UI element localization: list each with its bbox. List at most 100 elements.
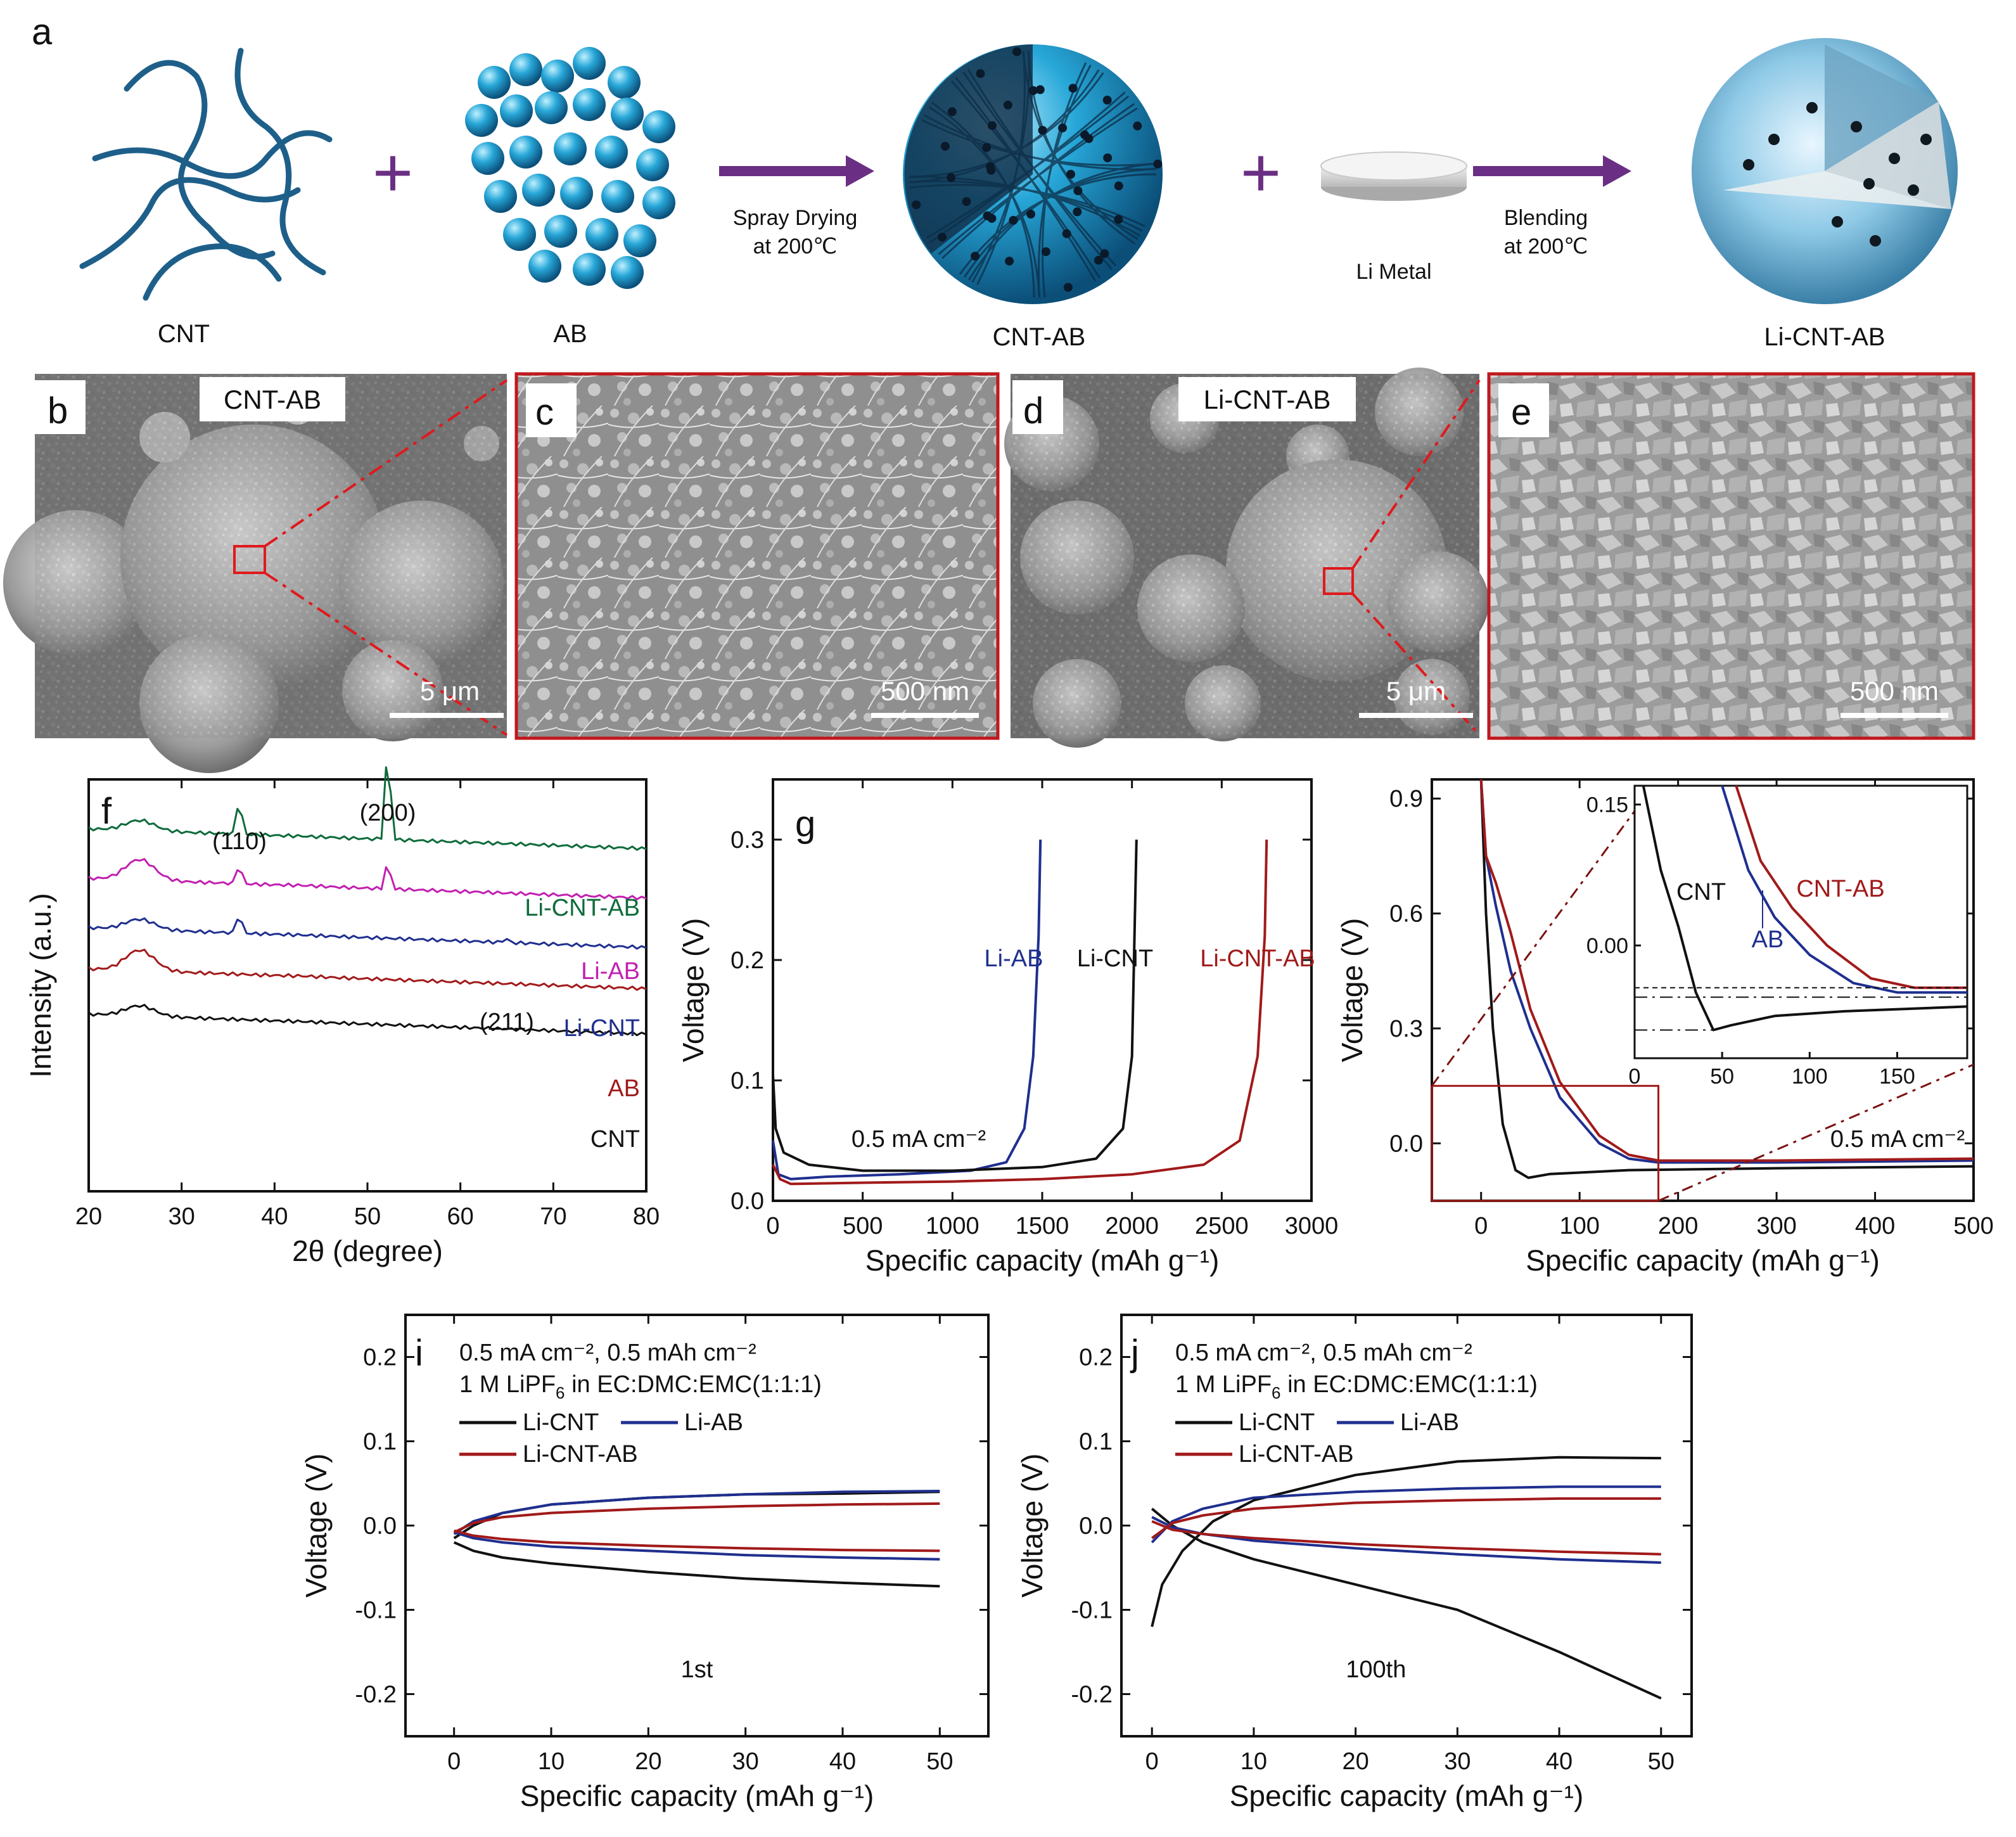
cycle-label: 100th (1346, 1656, 1406, 1683)
x-axis-title: Specific capacity (mAh g⁻¹) (1526, 1244, 1880, 1277)
ab-particle (1035, 85, 1045, 94)
ab-particle (1114, 181, 1123, 191)
li-particle (1806, 102, 1818, 113)
chart-f: 20 30 40 50 60 70 80 2θ (degree) Intensity (a.u.… (24, 766, 660, 1267)
ab-particle (1066, 170, 1075, 179)
y-tick-label: 0.0 (730, 1188, 764, 1215)
scale-bar-c (871, 713, 979, 718)
y-tick-label: -0.1 (1071, 1597, 1113, 1624)
ab-sphere (478, 66, 511, 99)
zoom-box-b (233, 545, 266, 574)
x-tick-label: 50 (926, 1748, 953, 1775)
legend-label: Li-CNT (523, 1409, 599, 1436)
ab-sphere (528, 250, 561, 283)
panel-b: CNT-AB b 5 μm (3, 374, 508, 773)
ab-sphere (623, 224, 656, 257)
ab-particle (1073, 207, 1082, 217)
zoom-guide (1657, 1063, 1974, 1202)
x-axis-title: Specific capacity (mAh g⁻¹) (865, 1244, 1220, 1277)
scale-label-e: 500 nm (1850, 676, 1939, 706)
discharge-curve-li-cnt-ab (1151, 1520, 1661, 1556)
x-tick-label: 300 (1756, 1213, 1796, 1239)
inset-x-tick-label: 100 (1792, 1065, 1828, 1089)
charge-curve-li-ab (1151, 1485, 1661, 1544)
y-tick-label: 0.3 (730, 827, 764, 854)
inset-label-cnt: CNT (1676, 879, 1726, 906)
x-tick-label: 20 (635, 1748, 661, 1775)
ab-particle (986, 165, 996, 175)
ab-label: AB (553, 320, 587, 348)
plot-frame (1431, 778, 1975, 1202)
panel-letter-a: a (32, 11, 53, 53)
cnt-fiber (941, 103, 1135, 259)
ab-particle (912, 200, 921, 210)
li-particle (1908, 184, 1919, 196)
li-metal-disc (1320, 151, 1467, 201)
ab-particle (1114, 215, 1123, 224)
x-tick-label: 50 (1648, 1748, 1675, 1775)
ab-particle (940, 141, 950, 151)
x-tick-label: 500 (1953, 1213, 1993, 1239)
y-axis-title: Intensity (a.u.) (24, 893, 57, 1077)
x-tick-label: 80 (633, 1203, 660, 1230)
x-tick-label: 10 (538, 1748, 565, 1775)
inset-frame (1633, 784, 1968, 1059)
li-particle (1768, 134, 1780, 145)
y-tick-label: 0.2 (730, 947, 764, 974)
x-axis-title: Specific capacity (mAh g⁻¹) (520, 1779, 874, 1812)
panel-letter-i: i (415, 1333, 423, 1374)
current-density-annotation: 0.5 mA cm⁻² (852, 1126, 986, 1153)
chart-i: 0 10 20 30 40 50 -0.2 -0.1 0.0 0.1 0.2 Specific cap… (300, 1314, 990, 1812)
plus-sign-1: + (373, 134, 413, 212)
ab-particle (947, 173, 956, 182)
ab-sphere (465, 104, 498, 137)
ab-illustration (465, 47, 675, 289)
legend-label: Li-AB (1400, 1409, 1459, 1436)
inset-y-tick-label: 0.00 (1586, 934, 1628, 958)
x-tick-label: 10 (1241, 1748, 1267, 1775)
ab-particle (1073, 186, 1083, 196)
scale-bar-d (1359, 713, 1473, 718)
cnt-label: CNT (158, 320, 210, 348)
ab-particle (1003, 100, 1012, 110)
inset-x-tick-label: 50 (1710, 1065, 1734, 1089)
y-tick-label: 0.1 (730, 1068, 764, 1094)
ab-sphere (642, 110, 675, 143)
li-particle (1870, 235, 1881, 246)
discharge-curve-li-ab (454, 1531, 940, 1561)
ab-sphere (503, 218, 536, 251)
x-tick-label: 0 (1145, 1748, 1159, 1775)
cnt-fiber (921, 118, 1156, 167)
cnt-ab-label: CNT-AB (993, 323, 1086, 351)
li-particle (1920, 134, 1932, 145)
cnt-fiber (976, 51, 1026, 285)
ab-sphere (509, 136, 542, 169)
xrd-line-li-cnt-ab (88, 766, 647, 851)
li-metal-label: Li Metal (1356, 260, 1431, 284)
ab-sphere (560, 177, 593, 210)
x-axis-title: 2θ (degree) (292, 1234, 443, 1267)
electrolyte-subscript: 6 (556, 1383, 565, 1402)
ab-particle (1102, 96, 1112, 105)
ab-sphere (573, 88, 606, 121)
ab-sphere (611, 98, 644, 131)
x-tick-label: 50 (354, 1203, 381, 1230)
cycle-label: 1st (681, 1656, 713, 1683)
cnt-illustration (79, 48, 333, 301)
conditions-line-2: 1 M LiPF6 in EC:DMC:EMC(1:1:1) (459, 1371, 822, 1402)
y-tick-label: 0.0 (1079, 1513, 1113, 1540)
panel-d: Li-CNT-AB d 5 μm (1004, 368, 1489, 748)
xrd-series-label: Li-AB (581, 958, 640, 985)
charge-curve-li-ab (453, 1490, 940, 1535)
y-tick-label: 0.9 (1389, 786, 1423, 812)
xrd-series-label: Li-CNT-AB (525, 895, 640, 921)
cnt-fiber (929, 91, 1126, 243)
x-tick-label: 100 (1559, 1213, 1599, 1239)
blending-label: Blending (1504, 206, 1588, 230)
li-particle (1851, 121, 1862, 132)
x-axis-title: Specific capacity (mAh g⁻¹) (1230, 1779, 1584, 1812)
scale-label-c: 500 nm (881, 676, 969, 706)
panel-letter-b: b (48, 390, 68, 432)
cnt-fiber (950, 80, 1101, 279)
conditions-line-1: 0.5 mA cm⁻², 0.5 mAh cm⁻² (459, 1340, 756, 1366)
